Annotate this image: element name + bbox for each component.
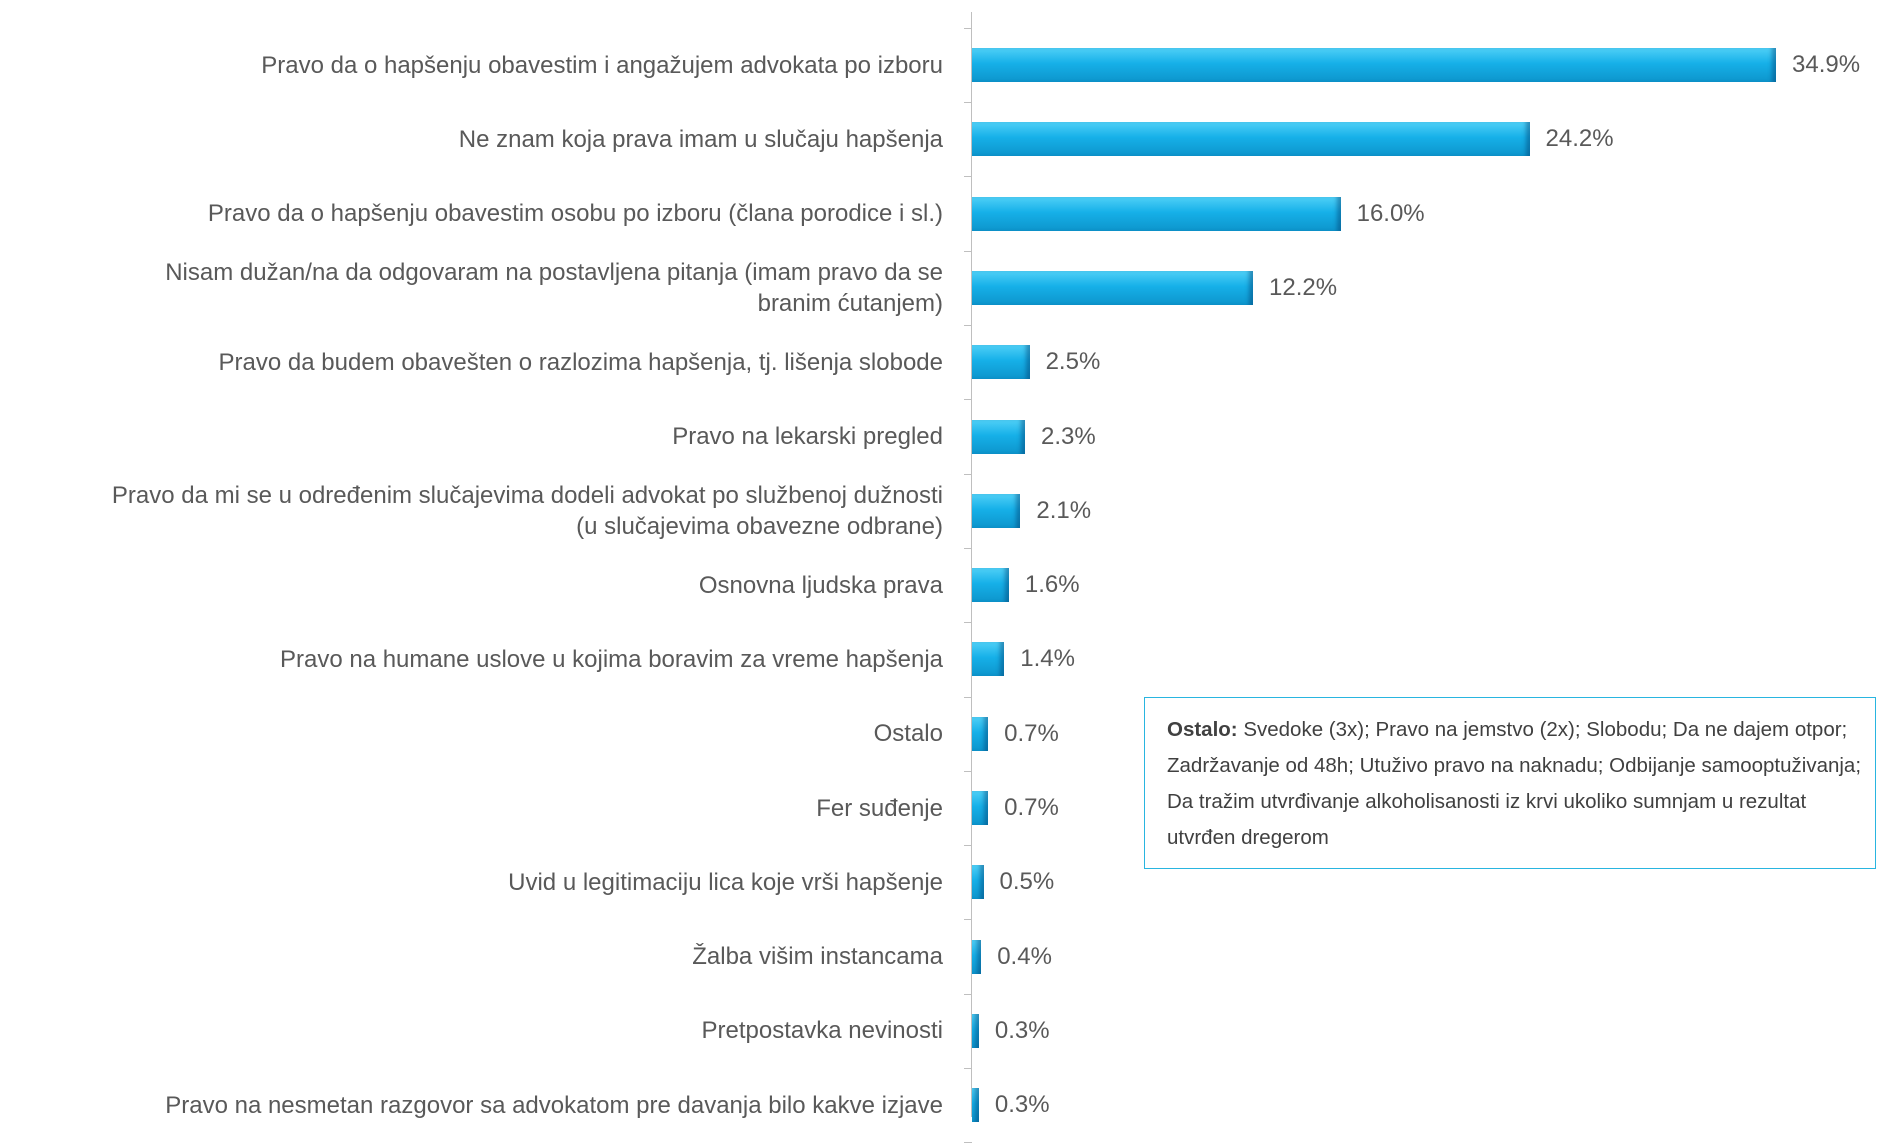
category-label: Pravo na nesmetan razgovor sa advokatom … — [165, 1091, 943, 1119]
category-label: Pravo na lekarski pregled — [672, 423, 943, 450]
bar — [972, 419, 1025, 454]
axis-tick — [964, 176, 972, 178]
value-label: 24.2% — [1545, 125, 1614, 153]
value-label: 16.0% — [1356, 199, 1425, 227]
value-label: 0.7% — [1004, 794, 1059, 821]
annotation-text: Svedoke (3x); Pravo na jemstvo (2x); Slo… — [1167, 718, 1862, 849]
value-label: 0.3% — [994, 1091, 1050, 1119]
bar — [972, 345, 1030, 380]
value-label: 1.6% — [1024, 571, 1080, 599]
page: {"chart_data": {"type": "barh", "categor… — [111, 12, 1876, 1143]
value-label: 2.1% — [1036, 496, 1092, 524]
category-label: Pravo da o hapšenju obavestim i angažuje… — [261, 51, 943, 79]
axis-tick — [964, 473, 972, 475]
category-label: Fer suđenje — [816, 794, 943, 822]
axis-tick — [964, 696, 972, 698]
axis-tick — [964, 770, 972, 772]
bar — [972, 939, 982, 974]
bar — [972, 122, 1530, 157]
axis-tick — [964, 399, 972, 401]
annotation-box: Ostalo: Svedoke (3x); Pravo na jemstvo (… — [1144, 697, 1876, 869]
axis-tick — [964, 27, 972, 29]
value-label: 2.3% — [1040, 422, 1096, 450]
value-label: 0.4% — [997, 942, 1052, 970]
category-label: Pravo da mi se u određenim slučajevima d… — [111, 481, 943, 540]
category-label: Pravo da o hapšenju obavestim osobu po i… — [207, 200, 943, 228]
bar — [972, 1013, 979, 1048]
bar — [972, 791, 989, 825]
axis-tick — [964, 325, 972, 327]
value-label: 0.3% — [994, 1016, 1050, 1044]
category-label: Ne znam koja prava imam u slučaju hapšen… — [458, 125, 943, 153]
category-label: Ostalo — [873, 720, 943, 748]
bar — [972, 1088, 979, 1123]
axis-tick — [964, 102, 972, 104]
bar — [972, 196, 1341, 231]
bar — [972, 270, 1254, 305]
bar — [972, 493, 1021, 528]
axis-tick — [964, 250, 972, 252]
category-label: Žalba višim instancama — [692, 943, 943, 971]
axis-tick — [964, 919, 972, 921]
category-label: Nisam dužan/na da odgovaram na postavlje… — [165, 258, 943, 317]
category-label: Pravo da budem obavešten o razlozima hap… — [218, 348, 943, 376]
value-label: 0.5% — [999, 868, 1055, 896]
bar — [972, 48, 1776, 82]
axis-tick — [964, 845, 972, 847]
bar — [972, 716, 989, 751]
bar — [972, 865, 984, 900]
category-label: Pravo na humane uslove u kojima boravim … — [279, 645, 943, 673]
value-label: 34.9% — [1792, 51, 1861, 78]
category-label: Osnovna ljudska prava — [698, 571, 943, 599]
bar — [972, 568, 1009, 603]
category-label: Pretpostavka nevinosti — [701, 1017, 943, 1045]
value-label: 12.2% — [1269, 273, 1338, 301]
annotation-label: Ostalo: — [1167, 718, 1238, 741]
axis-tick — [964, 547, 972, 549]
axis-tick — [964, 622, 972, 624]
value-label: 2.5% — [1045, 348, 1101, 376]
axis-tick — [964, 1068, 972, 1070]
axis-tick — [964, 993, 972, 995]
axis-line — [971, 12, 972, 1117]
value-label: 0.7% — [1004, 719, 1059, 747]
category-label: Uvid u legitimaciju lica koje vrši hapše… — [508, 868, 943, 896]
value-label: 1.4% — [1020, 645, 1075, 673]
bar — [972, 642, 1005, 677]
